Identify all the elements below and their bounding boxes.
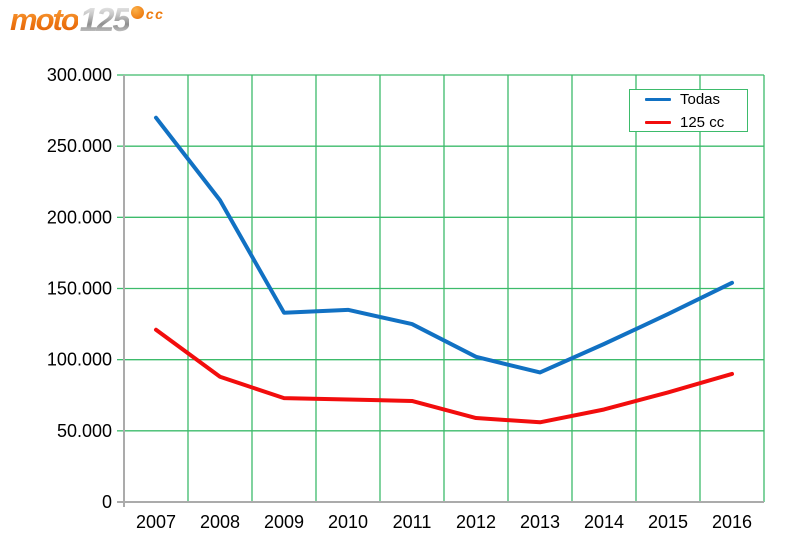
series-line-125-cc	[154, 327, 734, 425]
y-tick-label: 150.000	[47, 279, 112, 299]
x-tick-label: 2007	[136, 512, 176, 532]
x-tick-label: 2008	[200, 512, 240, 532]
legend-item-125cc: 125 cc	[645, 115, 747, 130]
series-line-todas	[154, 115, 734, 375]
chart-legend: Todas 125 cc	[629, 89, 748, 132]
logo-ball-icon	[130, 6, 144, 19]
x-tick-label: 2015	[648, 512, 688, 532]
logo-125-text: 125	[79, 1, 131, 38]
y-tick-label: 300.000	[47, 65, 112, 85]
legend-label-125cc: 125 cc	[680, 113, 725, 131]
x-tick-label: 2010	[328, 512, 368, 532]
logo-moto-text: moto	[10, 2, 80, 37]
legend-item-todas: Todas	[645, 92, 747, 107]
x-tick-label: 2009	[264, 512, 304, 532]
moto125-logo: moto 125 cc	[10, 1, 165, 38]
legend-label-todas: Todas	[680, 90, 721, 108]
y-tick-label: 100.000	[47, 350, 112, 370]
x-tick-label: 2013	[520, 512, 560, 532]
y-tick-label: 200.000	[47, 207, 112, 227]
logo-cc-text: cc	[145, 6, 165, 22]
y-tick-label: 250.000	[47, 136, 112, 156]
y-tick-label: 50.000	[57, 421, 112, 441]
x-tick-label: 2016	[712, 512, 752, 532]
x-tick-label: 2014	[584, 512, 624, 532]
x-tick-label: 2012	[456, 512, 496, 532]
cc125-line-swatch	[645, 120, 671, 124]
y-tick-label: 0	[102, 492, 112, 512]
todas-line-swatch	[645, 97, 671, 101]
x-tick-label: 2011	[393, 512, 432, 532]
